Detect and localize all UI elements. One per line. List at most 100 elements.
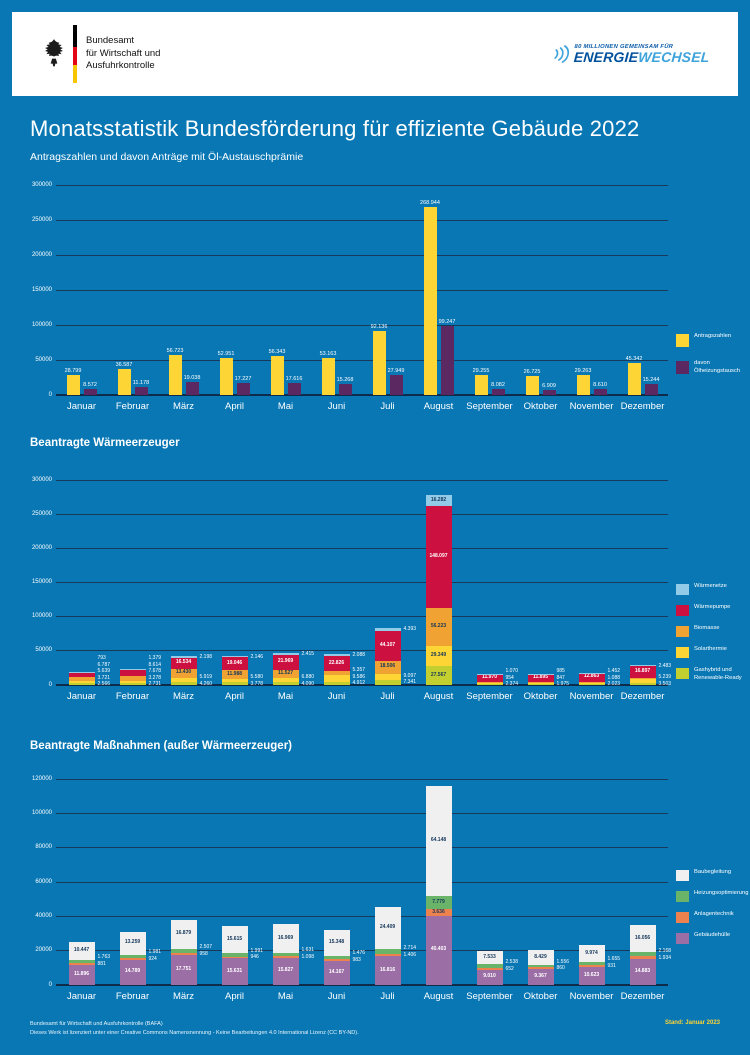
callout-label: 983 xyxy=(352,956,361,963)
value-label: 92.136 xyxy=(370,323,388,330)
agency-line-2: für Wirtschaft und xyxy=(86,47,161,59)
legend-item-solarthermie: Solarthermie xyxy=(676,646,748,658)
callout-label: 4.090 xyxy=(301,680,315,687)
x-axis-label-dezember: Dezember xyxy=(620,991,665,1002)
campaign-word-wechsel: WECHSEL xyxy=(637,49,711,65)
callout-label: 1.098 xyxy=(301,953,315,960)
callout-label: 6.880 xyxy=(301,674,315,681)
callout-label: 2.731 xyxy=(148,681,162,688)
segment-w-rmepumpe-januar xyxy=(68,672,95,677)
legend-swatch xyxy=(676,584,689,595)
x-axis-label-januar: Januar xyxy=(66,401,97,412)
campaign-word-energie: ENERGIE xyxy=(573,49,639,65)
value-label: 17.227 xyxy=(234,375,252,382)
x-axis-label-april: April xyxy=(224,991,244,1002)
value-label: 15.268 xyxy=(336,377,354,384)
chart-massnahmen: 0 20000 40000 60000 80000 100000 120000 Januar F… xyxy=(20,776,749,1029)
bar-davon-lheizungstausch-november xyxy=(593,388,607,395)
gridline xyxy=(56,881,668,883)
callout-label: 1.991 xyxy=(250,947,264,954)
segment-label: 9.367 xyxy=(534,972,547,979)
x-axis-label-oktober: Oktober xyxy=(523,691,558,702)
bar-antragszahlen-september xyxy=(474,374,488,395)
callout-label: 1.088 xyxy=(607,674,621,681)
value-label: 29.263 xyxy=(574,367,592,374)
value-label: 53.163 xyxy=(319,350,337,357)
segment-label: 15.348 xyxy=(328,939,345,946)
legend-item-anlagentechnik: Anlagentechnik xyxy=(676,911,748,923)
bar-antragszahlen-juni xyxy=(321,357,335,395)
segment-baubegleitung-oktober xyxy=(527,950,554,965)
legend-item-davon-lheizungstausch: davon Ölheizungstausch xyxy=(676,360,748,376)
legend-label: Wärmenetze xyxy=(694,583,727,589)
segment-solarthermie-februar xyxy=(119,680,146,684)
callout-label: 1.631 xyxy=(301,947,315,954)
segment-label: 14.789 xyxy=(124,968,141,975)
x-axis-label-dezember: Dezember xyxy=(620,401,665,412)
segment-label: 3.636 xyxy=(432,908,445,915)
segment-gashybrid-und-renewable-ready-august xyxy=(425,666,452,685)
segment-biomasse-m-rz xyxy=(170,668,197,679)
gridline xyxy=(56,254,668,256)
value-label: 99.247 xyxy=(438,318,456,325)
value-label: 27.949 xyxy=(387,368,405,375)
segment-solarthermie-m-rz xyxy=(170,678,197,683)
segment-gashybrid-und-renewable-ready-november xyxy=(578,683,605,685)
y-axis-label: 100000 xyxy=(31,321,52,328)
y-axis-label: 250000 xyxy=(31,216,52,223)
segment-gashybrid-und-renewable-ready-september xyxy=(476,683,503,685)
page-title: Monatsstatistik Bundesförderung für effi… xyxy=(30,116,640,141)
bar-davon-lheizungstausch-januar xyxy=(83,388,97,395)
x-axis-label-august: August xyxy=(423,991,454,1002)
legend-swatch xyxy=(676,891,689,902)
segment-biomasse-november xyxy=(578,681,605,683)
x-axis-label-juli: Juli xyxy=(380,691,395,702)
y-axis-label: 200000 xyxy=(31,251,52,258)
value-label: 6.909 xyxy=(542,383,556,390)
legend-item-w-rmepumpe: Wärmepumpe xyxy=(676,604,748,616)
segment-geb-udeh-lle-april xyxy=(221,958,248,985)
segment-geb-udeh-lle-november xyxy=(578,966,605,985)
segment-geb-udeh-lle-mai xyxy=(272,957,299,985)
callout-label: 1.070 xyxy=(505,668,519,675)
segment-biomasse-dezember xyxy=(629,678,656,680)
segment-w-rmepumpe-mai xyxy=(272,654,299,670)
bar-davon-lheizungstausch-juni xyxy=(338,384,352,395)
x-axis-label-september: September xyxy=(466,991,513,1002)
segment-label: 11.896 xyxy=(73,970,90,977)
y-axis-label: 300000 xyxy=(31,181,52,188)
segment-gashybrid-und-renewable-ready-juli xyxy=(374,679,401,685)
callout-label: 3.278 xyxy=(148,674,162,681)
segment-w-rmenetze-juli xyxy=(374,627,401,631)
segment-label: 11.527 xyxy=(277,669,294,676)
segment-anlagentechnik-november xyxy=(578,965,605,967)
footer-line-2: Dieses Werk ist lizenziert unter einer C… xyxy=(30,1030,359,1037)
segment-anlagentechnik-juli xyxy=(374,953,401,957)
x-axis-label-oktober: Oktober xyxy=(523,991,558,1002)
segment-label: 16.969 xyxy=(277,934,294,941)
x-axis-label-juli: Juli xyxy=(380,401,395,412)
x-axis-label-dezember: Dezember xyxy=(620,691,665,702)
value-label: 45.342 xyxy=(625,356,643,363)
callout-label: 881 xyxy=(97,960,106,967)
value-label: 26.725 xyxy=(523,369,541,376)
segment-label: 11.970 xyxy=(481,673,498,680)
segment-label: 10.447 xyxy=(73,947,90,954)
segment-anlagentechnik-april xyxy=(221,956,248,959)
segment-w-rmepumpe-april xyxy=(221,657,248,671)
legend-item-geb-udeh-lle: Gebäudehülle xyxy=(676,932,748,944)
chart-waermeerzeuger: 0 50000 100000 150000 200000 250000 300000 Janu… xyxy=(20,477,742,730)
callout-label: 1.476 xyxy=(352,950,366,957)
x-axis-label-februar: Februar xyxy=(115,401,150,412)
y-axis-label: 50000 xyxy=(35,647,52,654)
segment-solarthermie-april xyxy=(221,678,248,683)
legend-label: davon Ölheizungstausch xyxy=(694,360,741,374)
segment-baubegleitung-november xyxy=(578,945,605,963)
y-axis-label: 150000 xyxy=(31,286,52,293)
segment-anlagentechnik-februar xyxy=(119,958,146,960)
legend-swatch xyxy=(676,361,689,374)
callout-label: 3.721 xyxy=(97,674,111,681)
x-axis-label-august: August xyxy=(423,691,454,702)
footer-license-text: Bundesamt für Wirtschaft und Ausfuhrkont… xyxy=(30,1020,359,1039)
